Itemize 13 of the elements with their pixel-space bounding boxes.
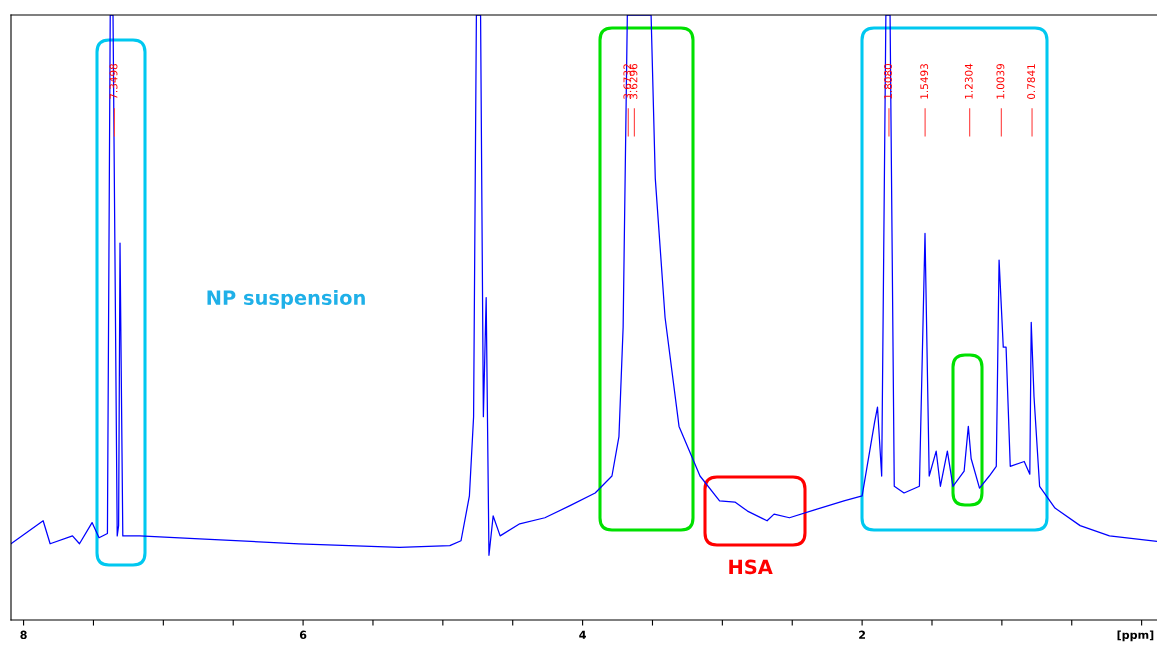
annotation: 0.7841: [1027, 64, 1036, 100]
annotation: 7.3498: [109, 63, 118, 99]
annotation: 1.8080: [884, 63, 892, 99]
annotation: HSA: [729, 559, 773, 575]
x-tick-label: 4: [579, 630, 586, 639]
x-tick-label: 8: [20, 630, 27, 640]
annotation: 1.0039: [996, 63, 1005, 99]
annotation: NP suspension: [207, 289, 365, 309]
annotation: 1.5493: [920, 64, 929, 99]
x-tick-label: 6: [299, 630, 307, 640]
x-tick-label: 2: [859, 630, 866, 639]
annotation: 1.2304: [964, 63, 973, 99]
x-axis-title: [ppm]: [1117, 630, 1154, 642]
